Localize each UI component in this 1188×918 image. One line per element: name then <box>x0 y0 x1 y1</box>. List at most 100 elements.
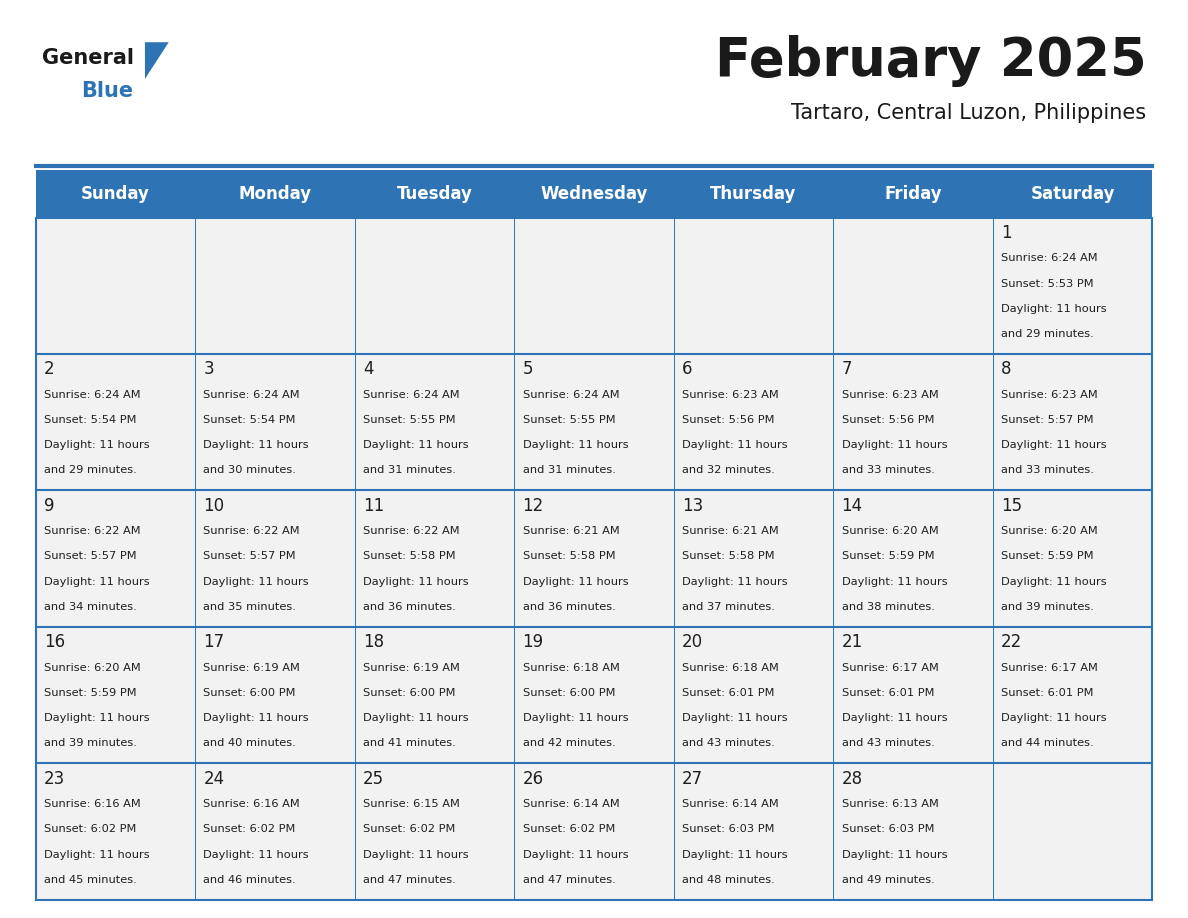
Text: February 2025: February 2025 <box>715 35 1146 87</box>
Text: 15: 15 <box>1001 497 1022 515</box>
Bar <box>674 763 833 900</box>
Text: Sunrise: 6:23 AM: Sunrise: 6:23 AM <box>1001 390 1098 399</box>
Bar <box>355 763 514 900</box>
Bar <box>514 490 674 627</box>
Bar <box>195 763 355 900</box>
Bar <box>355 354 514 490</box>
Text: Sunset: 6:01 PM: Sunset: 6:01 PM <box>1001 688 1094 698</box>
Text: Sunset: 5:56 PM: Sunset: 5:56 PM <box>682 415 775 425</box>
Text: Wednesday: Wednesday <box>541 185 647 203</box>
Bar <box>993 763 1152 900</box>
Text: 11: 11 <box>364 497 384 515</box>
Text: 21: 21 <box>841 633 862 651</box>
Text: Sunrise: 6:14 AM: Sunrise: 6:14 AM <box>523 799 619 809</box>
Text: Daylight: 11 hours: Daylight: 11 hours <box>682 713 788 723</box>
Text: Daylight: 11 hours: Daylight: 11 hours <box>44 849 150 859</box>
Text: and 42 minutes.: and 42 minutes. <box>523 738 615 748</box>
Text: Friday: Friday <box>884 185 942 203</box>
Text: and 37 minutes.: and 37 minutes. <box>682 602 775 612</box>
Text: Sunset: 5:53 PM: Sunset: 5:53 PM <box>1001 278 1094 288</box>
Text: 23: 23 <box>44 769 65 788</box>
Bar <box>514 763 674 900</box>
Text: Sunrise: 6:18 AM: Sunrise: 6:18 AM <box>523 663 619 673</box>
Text: 2: 2 <box>44 361 55 378</box>
Text: Daylight: 11 hours: Daylight: 11 hours <box>682 577 788 587</box>
Bar <box>674 354 833 490</box>
Text: and 49 minutes.: and 49 minutes. <box>841 875 935 885</box>
Text: Monday: Monday <box>239 185 311 203</box>
Text: Daylight: 11 hours: Daylight: 11 hours <box>364 713 468 723</box>
Bar <box>195 627 355 763</box>
Bar <box>833 354 993 490</box>
Text: and 34 minutes.: and 34 minutes. <box>44 602 137 612</box>
Text: Sunrise: 6:14 AM: Sunrise: 6:14 AM <box>682 799 779 809</box>
Text: Daylight: 11 hours: Daylight: 11 hours <box>841 713 947 723</box>
Text: Sunrise: 6:13 AM: Sunrise: 6:13 AM <box>841 799 939 809</box>
Bar <box>993 218 1152 354</box>
Text: Sunset: 5:57 PM: Sunset: 5:57 PM <box>1001 415 1094 425</box>
Text: and 33 minutes.: and 33 minutes. <box>1001 465 1094 476</box>
Text: Sunset: 5:57 PM: Sunset: 5:57 PM <box>44 552 137 562</box>
Text: 24: 24 <box>203 769 225 788</box>
Text: Sunrise: 6:18 AM: Sunrise: 6:18 AM <box>682 663 779 673</box>
Text: Sunday: Sunday <box>81 185 150 203</box>
Text: Sunset: 6:03 PM: Sunset: 6:03 PM <box>841 824 934 834</box>
Text: Daylight: 11 hours: Daylight: 11 hours <box>203 713 309 723</box>
Text: 18: 18 <box>364 633 384 651</box>
Text: Sunset: 5:58 PM: Sunset: 5:58 PM <box>364 552 456 562</box>
Text: Daylight: 11 hours: Daylight: 11 hours <box>203 441 309 450</box>
Bar <box>36 170 1152 218</box>
Text: Sunrise: 6:24 AM: Sunrise: 6:24 AM <box>1001 253 1098 263</box>
Text: 28: 28 <box>841 769 862 788</box>
Text: Sunrise: 6:20 AM: Sunrise: 6:20 AM <box>44 663 140 673</box>
Text: 17: 17 <box>203 633 225 651</box>
Text: Daylight: 11 hours: Daylight: 11 hours <box>523 849 628 859</box>
Text: and 44 minutes.: and 44 minutes. <box>1001 738 1094 748</box>
Text: Sunset: 5:57 PM: Sunset: 5:57 PM <box>203 552 296 562</box>
Text: and 36 minutes.: and 36 minutes. <box>364 602 456 612</box>
Text: Sunrise: 6:19 AM: Sunrise: 6:19 AM <box>364 663 460 673</box>
Text: 7: 7 <box>841 361 852 378</box>
Bar <box>993 490 1152 627</box>
Text: 10: 10 <box>203 497 225 515</box>
Text: Sunset: 5:56 PM: Sunset: 5:56 PM <box>841 415 934 425</box>
Bar <box>833 218 993 354</box>
Text: Daylight: 11 hours: Daylight: 11 hours <box>1001 304 1107 314</box>
Text: Tuesday: Tuesday <box>397 185 473 203</box>
Text: Sunset: 6:01 PM: Sunset: 6:01 PM <box>682 688 775 698</box>
Text: and 31 minutes.: and 31 minutes. <box>364 465 456 476</box>
Text: Daylight: 11 hours: Daylight: 11 hours <box>841 849 947 859</box>
Text: Sunset: 6:00 PM: Sunset: 6:00 PM <box>364 688 455 698</box>
Bar <box>514 354 674 490</box>
Bar <box>833 490 993 627</box>
Text: Sunrise: 6:19 AM: Sunrise: 6:19 AM <box>203 663 301 673</box>
Text: Sunset: 5:58 PM: Sunset: 5:58 PM <box>682 552 775 562</box>
Text: 26: 26 <box>523 769 544 788</box>
Text: Daylight: 11 hours: Daylight: 11 hours <box>364 441 468 450</box>
Text: Daylight: 11 hours: Daylight: 11 hours <box>1001 577 1107 587</box>
Text: and 35 minutes.: and 35 minutes. <box>203 602 296 612</box>
Bar <box>195 354 355 490</box>
Text: and 46 minutes.: and 46 minutes. <box>203 875 296 885</box>
Text: Sunset: 6:02 PM: Sunset: 6:02 PM <box>44 824 137 834</box>
Text: Sunset: 5:59 PM: Sunset: 5:59 PM <box>1001 552 1094 562</box>
Text: 20: 20 <box>682 633 703 651</box>
Text: Daylight: 11 hours: Daylight: 11 hours <box>1001 441 1107 450</box>
Text: 22: 22 <box>1001 633 1023 651</box>
Text: Daylight: 11 hours: Daylight: 11 hours <box>523 713 628 723</box>
Bar <box>833 627 993 763</box>
Text: Sunrise: 6:22 AM: Sunrise: 6:22 AM <box>44 526 140 536</box>
Text: Sunset: 5:54 PM: Sunset: 5:54 PM <box>203 415 296 425</box>
Text: Sunrise: 6:16 AM: Sunrise: 6:16 AM <box>44 799 140 809</box>
Text: and 29 minutes.: and 29 minutes. <box>44 465 137 476</box>
Bar <box>355 490 514 627</box>
Text: Sunrise: 6:22 AM: Sunrise: 6:22 AM <box>203 526 301 536</box>
Text: Sunset: 6:01 PM: Sunset: 6:01 PM <box>841 688 934 698</box>
Text: Daylight: 11 hours: Daylight: 11 hours <box>203 577 309 587</box>
Text: 13: 13 <box>682 497 703 515</box>
Text: Sunset: 5:54 PM: Sunset: 5:54 PM <box>44 415 137 425</box>
Text: Daylight: 11 hours: Daylight: 11 hours <box>682 441 788 450</box>
Polygon shape <box>145 42 169 79</box>
Text: 5: 5 <box>523 361 533 378</box>
Text: Sunrise: 6:23 AM: Sunrise: 6:23 AM <box>682 390 779 399</box>
